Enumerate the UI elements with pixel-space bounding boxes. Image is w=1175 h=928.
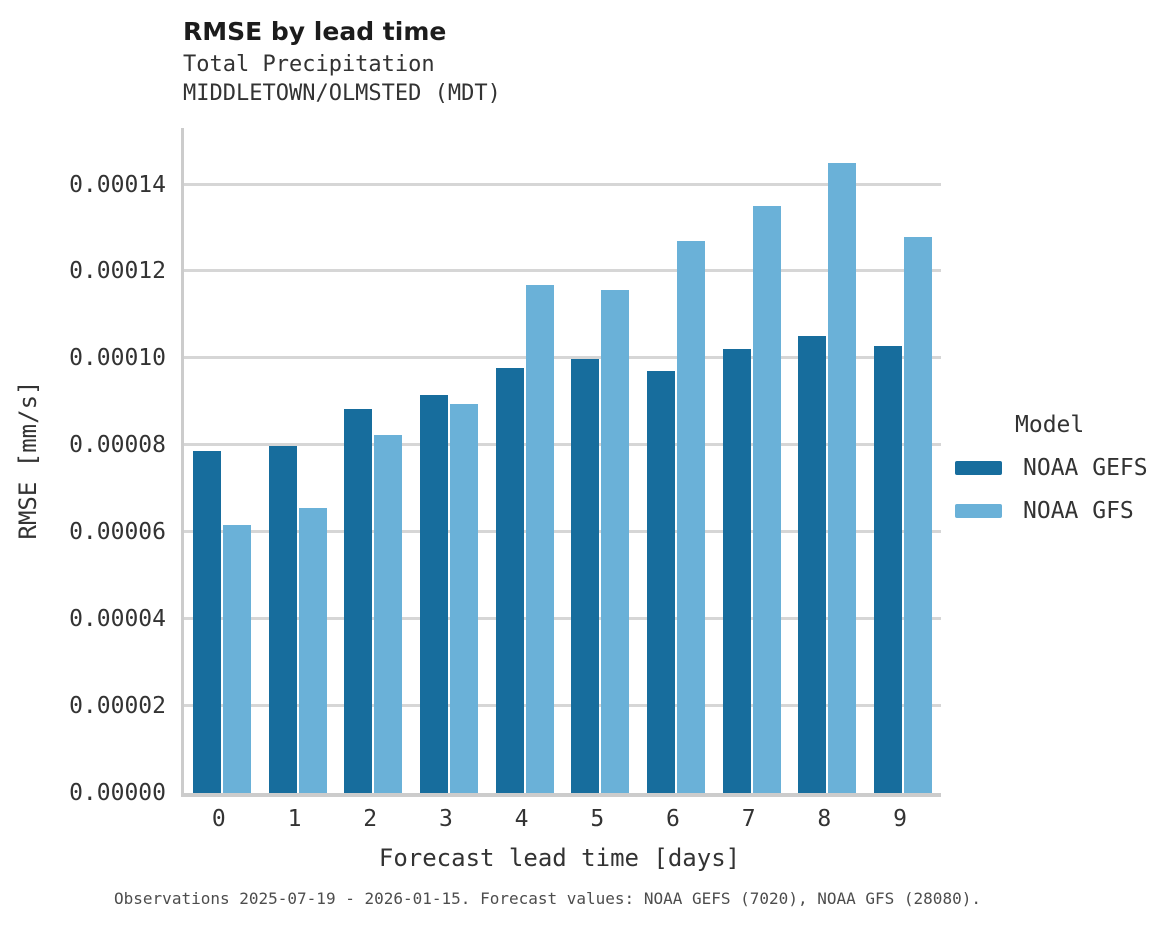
x-tick-labels: 0 1 2 3 4 5 6 7 8 9 [181,806,938,832]
bar-noaa-gefs-day-5 [571,359,600,793]
gridline [184,617,941,621]
bar-group-day-3 [419,395,478,793]
legend-item-noaa-gefs: NOAA GEFS [955,455,1165,481]
y-tick-label: 0.00012 [69,258,166,285]
legend-label-noaa-gefs: NOAA GEFS [1023,455,1148,481]
chart-title: RMSE by lead time [183,17,447,46]
legend-label-noaa-gfs: NOAA GFS [1023,498,1134,524]
bar-group-day-1 [268,446,327,793]
bar-noaa-gfs-day-7 [752,206,781,793]
legend-title: Model [1015,412,1085,438]
noaa-gefs-swatch-icon [955,461,1002,475]
bar-noaa-gefs-day-9 [874,346,903,793]
x-tick-label: 8 [817,806,832,832]
bar-noaa-gefs-day-8 [798,336,827,793]
gridline [184,356,941,360]
bar-group-day-7 [722,206,781,793]
gridline [184,269,941,273]
bar-group-day-2 [344,409,403,793]
y-tick-label: 0.00000 [69,780,166,806]
y-tick-label: 0.00010 [69,345,166,372]
bar-noaa-gefs-day-7 [722,349,751,793]
bar-group-day-6 [646,241,705,793]
y-axis-label: RMSE [mm/s] [14,380,42,540]
bar-noaa-gefs-day-0 [192,451,221,793]
noaa-gfs-swatch-icon [955,504,1002,518]
y-tick-label: 0.00014 [69,171,166,198]
x-tick-label: 9 [893,806,907,832]
bar-noaa-gfs-day-2 [374,435,403,793]
bar-group-day-9 [874,237,933,793]
x-axis-label: Forecast lead time [days] [378,844,741,872]
caption: Observations 2025-07-19 - 2026-01-15. Fo… [114,889,981,908]
plot-area [181,128,941,797]
x-tick-label: 5 [590,806,605,832]
bar-noaa-gefs-day-6 [646,371,675,793]
x-tick-label: 6 [666,806,680,832]
bar-noaa-gfs-day-6 [676,241,705,793]
bar-noaa-gfs-day-5 [601,290,630,793]
bar-noaa-gefs-day-1 [268,446,297,793]
bar-noaa-gfs-day-0 [222,525,251,793]
x-tick-label: 1 [287,806,302,832]
bar-group-day-4 [495,285,554,793]
x-tick-label: 4 [514,806,529,832]
y-tick-label: 0.00002 [69,693,166,720]
bar-noaa-gfs-day-9 [904,237,933,793]
y-tick-label: 0.00008 [69,432,166,459]
legend-item-noaa-gfs: NOAA GFS [955,498,1165,524]
gridline [184,530,941,534]
bar-noaa-gefs-day-3 [419,395,448,793]
chart-subtitle-variable: Total Precipitation [183,52,435,77]
bar-noaa-gfs-day-8 [828,163,857,793]
bar-noaa-gefs-day-2 [344,409,373,793]
x-tick-label: 3 [438,806,453,832]
bar-noaa-gfs-day-3 [449,404,478,793]
bar-noaa-gefs-day-4 [495,368,524,793]
chart-subtitle-station: MIDDLETOWN/OLMSTED (MDT) [183,81,501,106]
bar-group-day-5 [571,290,630,793]
legend: Model NOAA GEFS NOAA GFS [955,412,1165,524]
bar-group-day-8 [798,163,857,793]
y-tick-label: 0.00004 [69,606,166,633]
x-tick-label: 2 [363,806,378,832]
x-tick-label: 7 [741,806,756,832]
gridline [184,182,941,186]
bars-layer [184,128,941,793]
bar-noaa-gfs-day-4 [525,285,554,793]
gridline [184,443,941,447]
bar-noaa-gfs-day-1 [298,508,327,793]
y-tick-label: 0.00006 [69,519,166,546]
bar-group-day-0 [192,451,251,793]
gridline [184,704,941,708]
x-tick-label: 0 [211,806,226,832]
